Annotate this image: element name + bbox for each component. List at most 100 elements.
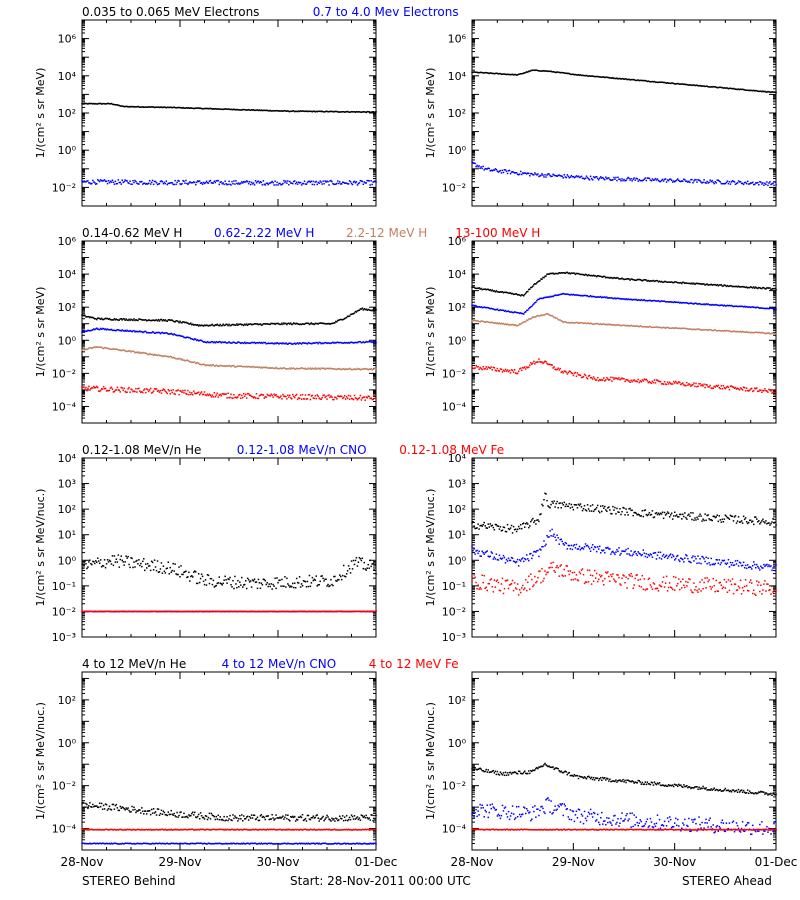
data-point [129,350,131,352]
data-point [254,366,257,368]
data-point [721,182,724,185]
data-point [346,397,349,400]
data-point [178,357,180,360]
data-point [497,309,500,312]
data-point [688,383,690,385]
data-point [560,272,562,274]
data-point [168,182,171,185]
data-point [95,317,97,320]
data-point [534,302,536,304]
data-point [551,175,553,178]
data-point [535,361,537,364]
data-point [246,393,249,395]
data-point [316,322,318,325]
data-point [307,367,310,369]
data-point [180,183,182,186]
data-point [96,328,99,330]
data-point [167,355,170,358]
data-point [262,180,265,182]
data-point [283,342,285,345]
data-point [278,343,280,345]
data-point [309,367,312,369]
data-point [271,110,273,112]
data-point [748,183,751,185]
data-point [515,74,518,76]
data-point [498,309,501,312]
data-point [89,330,91,332]
data-point [243,180,245,183]
data-point [547,173,549,175]
data-point [348,398,351,401]
data-point [302,110,305,112]
data-point [684,282,686,285]
data-point [229,324,231,327]
data-point [539,315,541,317]
data-point [661,382,664,385]
data-point [373,180,375,183]
data-point [655,379,658,381]
data-point [131,330,133,333]
data-point [521,172,524,174]
data-point [557,272,559,275]
data-point [107,318,110,321]
data-point [489,170,492,172]
data-point [241,576,243,579]
data-point [192,576,194,578]
data-point [274,110,276,112]
data-point [124,390,126,393]
data-point [568,272,571,274]
data-point [301,393,304,396]
data-point [316,341,318,344]
data-point [523,321,526,323]
data-point [635,177,637,180]
data-point [327,367,329,370]
data-point [585,322,588,325]
data-point [299,342,302,344]
data-point [320,575,322,578]
data-point [728,330,731,332]
data-point [734,285,737,288]
data-point [93,346,95,349]
data-point [108,103,111,105]
data-point [201,340,204,343]
data-point [98,562,101,565]
data-point [514,293,517,295]
data-point [712,283,714,286]
data-point [471,71,473,73]
data-point [314,342,317,344]
data-point [146,562,149,565]
data-point [749,89,752,92]
data-point [315,368,318,371]
data-point [253,184,256,186]
data-point [507,292,510,294]
data-point [682,83,684,85]
data-point [727,330,730,332]
data-point [248,394,251,396]
data-point [479,167,481,170]
data-point [86,348,88,351]
data-point [482,165,484,168]
data-point [160,392,163,394]
data-point [142,319,144,321]
data-point [267,342,269,344]
data-point [558,319,560,321]
data-point [283,395,285,397]
data-point [252,182,255,184]
data-point [579,322,582,324]
data-point [152,183,155,186]
data-point [710,86,712,88]
data-point [359,369,362,371]
data-point [537,173,539,175]
data-point [682,180,684,183]
data-point [644,79,647,82]
data-point [705,182,707,184]
data-point [254,322,257,325]
data-point [174,357,176,360]
data-point [686,302,688,304]
data-point [153,319,156,322]
data-point [164,106,167,109]
data-point [516,173,519,176]
data-point [643,178,646,181]
data-point [542,276,544,279]
data-point [627,379,629,382]
